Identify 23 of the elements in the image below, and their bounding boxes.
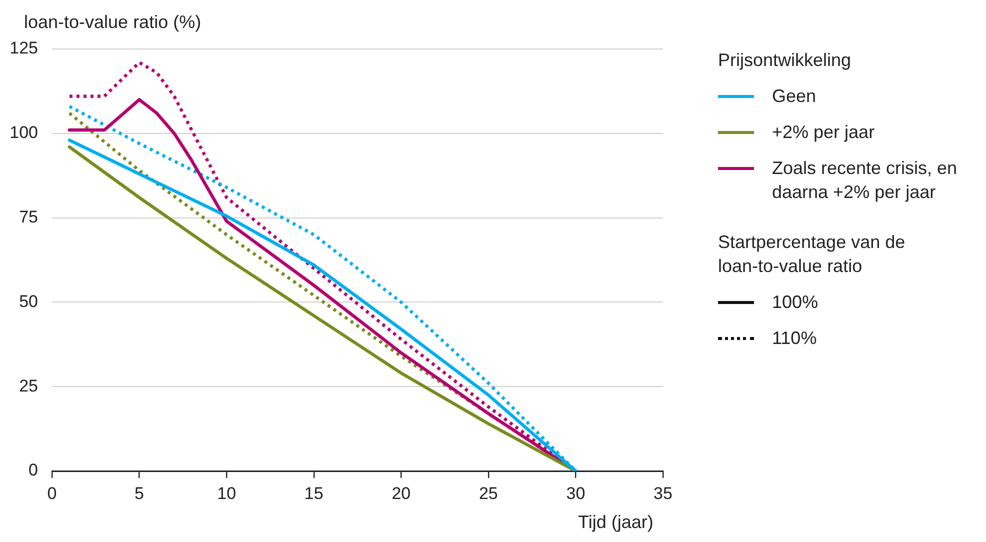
x-axis-title: Tijd (jaar)	[578, 512, 654, 533]
y-tick-label: 0	[28, 460, 38, 480]
legend-label: Geen	[772, 85, 816, 108]
x-tick-label: 30	[566, 484, 586, 503]
y-tick-label: 125	[10, 38, 38, 58]
text: Startpercentage van de loan-to-value ratio	[718, 231, 906, 278]
x-tick-label: 0	[47, 484, 57, 503]
x-tick-label: 20	[392, 484, 411, 503]
y-tick-label: 25	[19, 376, 38, 396]
legend-label: Zoals recente crisis, en daarna +2% per jaar	[772, 157, 958, 204]
y-tick-label: 100	[10, 123, 38, 142]
x-tick-label: 15	[304, 484, 324, 503]
y-axis-title: loan-to-value ratio (%)	[24, 12, 202, 33]
text: 110%	[772, 327, 817, 350]
x-tick-label: 5	[134, 484, 144, 503]
x-tick-label: 10	[217, 484, 236, 503]
x-tick-label: 25	[478, 484, 498, 503]
x-tick-label: 35	[654, 484, 672, 503]
legend-label: +2% per jaar	[772, 121, 875, 144]
y-tick-label: 50	[19, 292, 38, 311]
text: 100%	[772, 291, 818, 314]
y-tick-label: 75	[19, 207, 38, 226]
legend-title: Prijsontwikkeling	[718, 49, 852, 72]
